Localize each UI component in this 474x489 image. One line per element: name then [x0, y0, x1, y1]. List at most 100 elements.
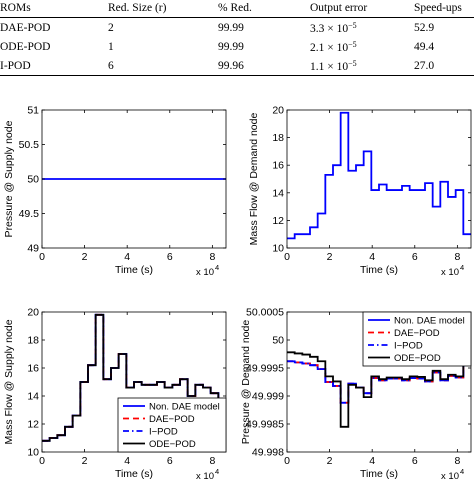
header-output-error: Output error — [310, 1, 368, 14]
y-axis-label: Mass Flow @ Supply node — [3, 319, 15, 444]
cell-rom: DAE-POD — [0, 21, 51, 34]
series-group — [287, 351, 471, 428]
x-multiplier-exponent: 4 — [215, 263, 219, 272]
legend-label: DAE−POD — [394, 328, 440, 339]
x-multiplier-exponent: 4 — [460, 263, 464, 272]
header-red-size: Red. Size (r) — [108, 1, 167, 14]
x-tick-label: 8 — [454, 455, 460, 467]
legend-label: ODE−POD — [149, 439, 196, 450]
y-tick-label: 16 — [27, 363, 39, 375]
y-tick-label: 12 — [27, 419, 39, 431]
x-tick-label: 0 — [39, 455, 45, 467]
plots-grid: 0 2 4 6 8 49 49.5 50 50.5 51 Time (s) x 10 4 Pressure… — [0, 88, 474, 484]
y-tick-label: 10 — [272, 243, 284, 255]
x-axis-label: Time (s) — [115, 468, 153, 480]
y-tick-label: 16 — [272, 160, 284, 172]
y-axis-label: Pressure @ Demand node — [240, 320, 252, 445]
x-multiplier-exponent: 4 — [460, 467, 464, 476]
y-tick-label: 50.0005 — [246, 307, 284, 319]
table-row: ODE-POD 1 99.99 2.1 × 10−5 49.4 — [0, 37, 474, 56]
cell-speedup: 52.9 — [414, 21, 435, 34]
y-axis-label: Pressure @ Supply node — [3, 120, 15, 237]
y-axis-label: Mass Flow @ Demand node — [248, 113, 260, 246]
x-tick-label: 2 — [327, 251, 333, 263]
y-tick-label: 20 — [27, 307, 39, 319]
x-tick-label: 0 — [284, 455, 290, 467]
error-mantissa: 3.3 × 10 — [310, 22, 349, 35]
y-tick-label: 49.9985 — [246, 419, 284, 431]
cell-red: 99.99 — [218, 21, 244, 34]
error-exponent: −5 — [348, 58, 357, 68]
cell-size: 6 — [108, 59, 114, 72]
y-tick-label: 18 — [27, 335, 39, 347]
table-row: I-POD 6 99.96 1.1 × 10−5 27.0 — [0, 56, 474, 76]
legend-label: Non. DAE model — [149, 402, 220, 413]
rom-results-table: ROMs Red. Size (r) % Red. Output error S… — [0, 0, 474, 76]
x-tick-label: 4 — [369, 251, 375, 263]
series-group — [287, 111, 471, 240]
x-tick-label: 0 — [284, 251, 290, 263]
y-tick-label: 14 — [27, 391, 39, 403]
y-tick-label: 50 — [27, 174, 39, 186]
series-line-0 — [287, 111, 471, 240]
y-tick-label: 49.998 — [252, 447, 284, 459]
x-axis-label: Time (s) — [360, 264, 398, 276]
series-line-dae-pod — [287, 360, 471, 404]
cell-red: 99.99 — [218, 40, 244, 53]
x-multiplier-exponent: 4 — [215, 467, 219, 476]
series-line-ode-pod — [287, 351, 471, 428]
cell-speedup: 27.0 — [414, 59, 435, 72]
x-tick-label: 2 — [82, 251, 88, 263]
results-table-region: ROMs Red. Size (r) % Red. Output error S… — [0, 0, 474, 80]
error-mantissa: 2.1 × 10 — [310, 41, 349, 54]
x-tick-label: 6 — [167, 455, 173, 467]
x-multiplier: x 10 — [441, 471, 459, 482]
cell-error: 1.1 × 10−5 — [310, 56, 414, 76]
series-line-ode-pod — [42, 313, 226, 442]
cell-rom: ODE-POD — [0, 40, 51, 53]
x-tick-label: 8 — [209, 455, 215, 467]
x-tick-label: 6 — [167, 251, 173, 263]
header-roms: ROMs — [0, 1, 31, 14]
header-pct-red: % Red. — [218, 1, 252, 14]
y-tick-label: 50.5 — [19, 139, 40, 151]
y-tick-label: 20 — [272, 105, 284, 117]
chart-4: 0 2 4 6 8 49.998 49.9985 49.999 49.9995 50 50.0005… — [240, 307, 472, 482]
x-multiplier: x 10 — [196, 267, 214, 278]
axes-frame — [286, 109, 472, 249]
y-tick-label: 49 — [27, 243, 39, 255]
series-line-i-pod — [287, 360, 471, 404]
cell-rom: I-POD — [0, 59, 31, 72]
y-tick-label: 49.999 — [252, 391, 284, 403]
legend-label: I−POD — [149, 427, 178, 438]
cell-size: 2 — [108, 21, 114, 34]
table-header-row: ROMs Red. Size (r) % Red. Output error S… — [0, 0, 474, 18]
cell-error: 3.3 × 10−5 — [310, 18, 414, 38]
cell-speedup: 49.4 — [414, 40, 435, 53]
x-tick-label: 4 — [369, 455, 375, 467]
cell-error: 2.1 × 10−5 — [310, 37, 414, 56]
x-tick-label: 8 — [209, 251, 215, 263]
header-speed-ups: Speed-ups — [414, 1, 462, 14]
y-tick-label: 12 — [272, 215, 284, 227]
y-tick-label: 10 — [27, 447, 39, 459]
x-tick-label: 8 — [454, 251, 460, 263]
y-tick-label: 49.5 — [19, 208, 40, 220]
legend-label: Non. DAE model — [394, 316, 465, 327]
x-multiplier: x 10 — [196, 471, 214, 482]
legend-label: ODE−POD — [394, 353, 441, 364]
x-multiplier: x 10 — [441, 267, 459, 278]
y-tick-label: 18 — [272, 132, 284, 144]
error-exponent: −5 — [348, 39, 357, 49]
legend-label: DAE−POD — [149, 414, 195, 425]
cell-red: 99.96 — [218, 59, 244, 72]
y-tick-label: 50 — [272, 335, 284, 347]
x-axis-label: Time (s) — [115, 264, 153, 276]
x-tick-label: 4 — [124, 251, 130, 263]
